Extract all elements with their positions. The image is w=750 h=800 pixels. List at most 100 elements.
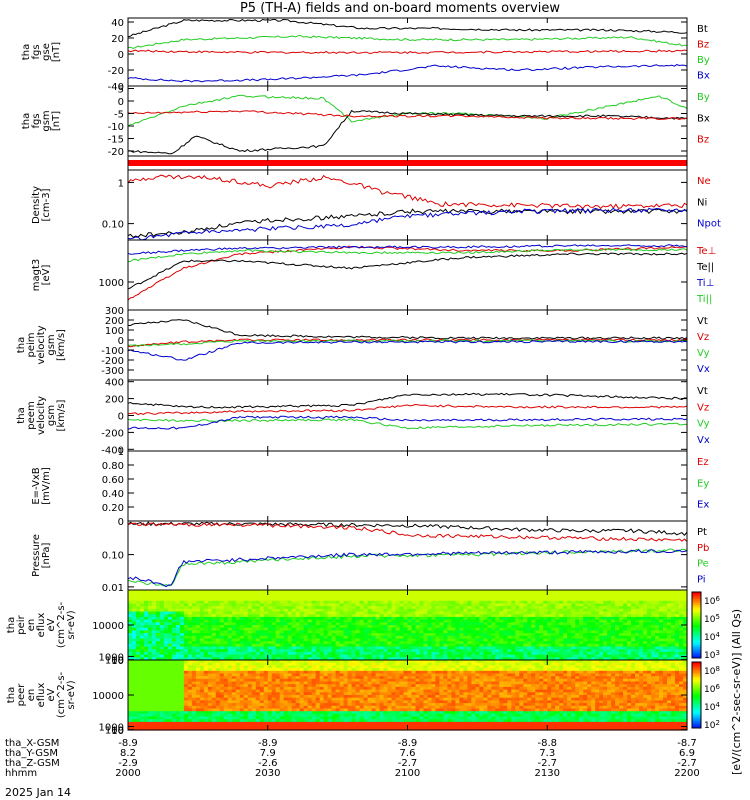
heatmap-cell — [247, 676, 253, 680]
heatmap-cell — [243, 705, 249, 710]
heatmap-cell — [683, 600, 688, 605]
heatmap-cell — [575, 611, 580, 615]
heatmap-cell — [167, 703, 173, 707]
heatmap-cell — [227, 614, 233, 618]
heatmap-cell — [511, 657, 516, 661]
heatmap-cell — [411, 619, 417, 623]
heatmap-cell — [683, 649, 688, 653]
heatmap-cell — [659, 619, 664, 623]
heatmap-cell — [503, 616, 508, 621]
heatmap-cell — [152, 684, 157, 688]
heatmap-cell — [148, 619, 153, 623]
heatmap-cell — [555, 638, 560, 642]
heatmap-cell — [295, 651, 301, 656]
heatmap-cell — [635, 630, 640, 634]
heatmap-cell — [235, 708, 241, 712]
heatmap-cell — [363, 595, 369, 599]
heatmap-cell — [451, 603, 456, 607]
heatmap-cell — [411, 625, 417, 629]
heatmap-cell — [535, 635, 540, 640]
heatmap-cell — [155, 622, 161, 626]
heatmap-cell — [267, 711, 273, 715]
heatmap-cell — [515, 592, 520, 596]
heatmap-cell — [191, 684, 197, 688]
heatmap-cell — [531, 608, 536, 613]
heatmap-cell — [219, 670, 225, 675]
heatmap-cell — [647, 649, 652, 653]
heatmap-cell — [351, 611, 357, 615]
heatmap-cell — [159, 700, 165, 704]
heatmap-cell — [255, 646, 261, 650]
heatmap-cell — [379, 595, 385, 599]
heatmap-cell — [255, 641, 261, 645]
heatmap-cell — [144, 697, 149, 701]
heatmap-cell — [299, 638, 305, 642]
heatmap-cell — [235, 670, 241, 675]
heatmap-cell — [531, 627, 536, 631]
heatmap-cell — [351, 606, 357, 610]
heatmap-cell — [575, 654, 580, 658]
heatmap-cell — [551, 654, 556, 658]
heatmap-cell — [455, 603, 460, 607]
heatmap-cell — [152, 670, 157, 675]
heatmap-cell — [227, 660, 233, 664]
heatmap-cell — [199, 719, 205, 723]
heatmap-cell — [531, 635, 536, 640]
heatmap-cell — [571, 603, 576, 607]
heatmap-cell — [679, 622, 684, 626]
heatmap-cell — [171, 692, 177, 696]
heatmap-cell — [583, 611, 588, 615]
heatmap-cell — [551, 595, 556, 599]
heatmap-cell — [243, 600, 249, 605]
heatmap-cell — [303, 646, 309, 650]
heatmap-cell — [295, 595, 301, 599]
heatmap-cell — [579, 635, 584, 640]
heatmap-cell — [639, 657, 644, 661]
heatmap-cell — [148, 724, 153, 728]
heatmap-cell — [279, 643, 285, 648]
heatmap-cell — [144, 614, 149, 618]
heatmap-cell — [403, 611, 409, 615]
heatmap-cell — [631, 641, 636, 645]
heatmap-cell — [167, 713, 173, 718]
heatmap-cell — [335, 643, 341, 648]
heatmap-cell — [519, 651, 524, 656]
heatmap-cell — [144, 716, 149, 720]
heatmap-cell — [219, 641, 225, 645]
heatmap-cell — [639, 651, 644, 656]
heatmap-cell — [219, 697, 225, 701]
heatmap-cell — [152, 713, 157, 718]
heatmap-cell — [671, 641, 676, 645]
heatmap-cell — [255, 678, 261, 683]
heatmap-cell — [167, 695, 173, 699]
heatmap-cell — [219, 625, 225, 629]
heatmap-cell — [211, 592, 217, 596]
heatmap-cell — [439, 646, 444, 650]
heatmap-cell — [148, 595, 153, 599]
heatmap-cell — [303, 635, 309, 640]
heatmap-cell — [559, 657, 564, 661]
heatmap-cell — [243, 724, 249, 728]
heatmap-cell — [659, 590, 664, 594]
heatmap-cell — [287, 649, 293, 653]
heatmap-cell — [499, 611, 504, 615]
heatmap-cell — [152, 625, 157, 629]
heatmap-cell — [148, 590, 153, 594]
heatmap-cell — [463, 608, 468, 613]
heatmap-cell — [639, 646, 644, 650]
heatmap-cell — [128, 641, 133, 645]
heatmap-cell — [471, 622, 476, 626]
heatmap-cell — [483, 646, 488, 650]
heatmap-cell — [132, 724, 137, 728]
heatmap-cell — [163, 676, 169, 680]
heatmap-cell — [531, 643, 536, 648]
heatmap-cell — [255, 614, 261, 618]
heatmap-cell — [647, 627, 652, 631]
heatmap-cell — [311, 614, 317, 618]
heatmap-cell — [347, 611, 353, 615]
heatmap-cell — [679, 627, 684, 631]
heatmap-cell — [263, 660, 269, 664]
heatmap-cell — [483, 606, 488, 610]
heatmap-cell — [651, 614, 656, 618]
